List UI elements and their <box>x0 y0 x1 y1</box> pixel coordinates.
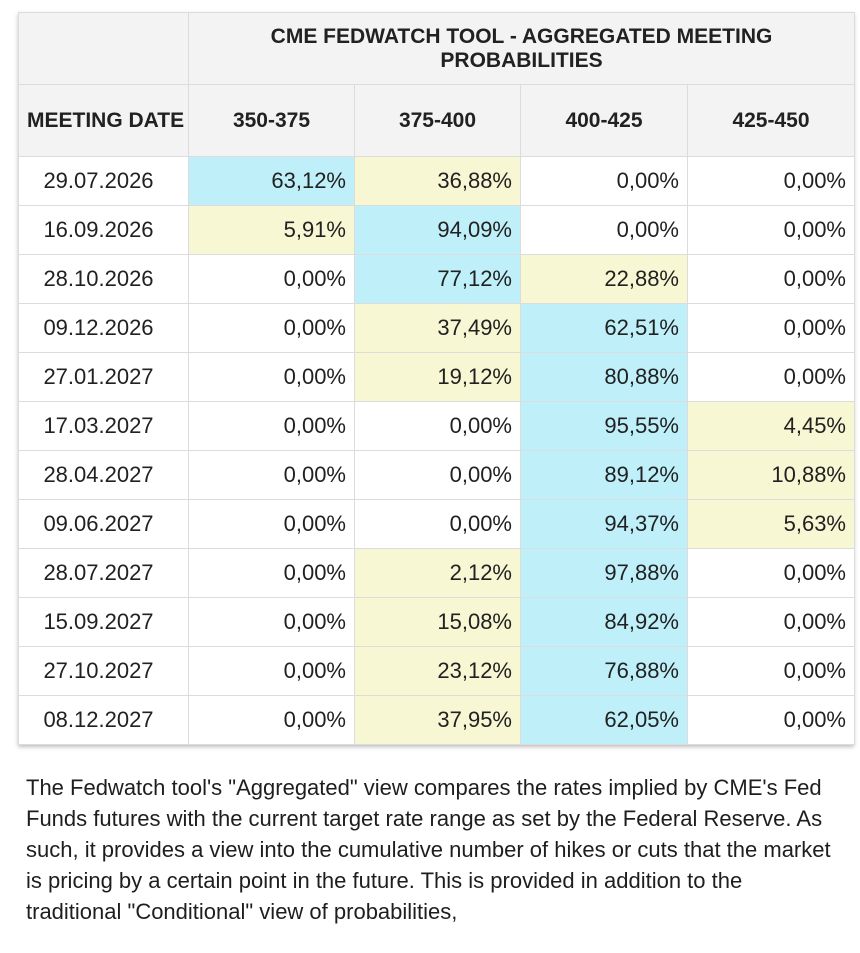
probability-cell: 0,00% <box>188 352 355 402</box>
probability-cell: 0,00% <box>687 548 855 598</box>
probability-cell: 0,00% <box>188 401 355 451</box>
probability-cell: 0,00% <box>354 499 521 549</box>
probability-cell: 0,00% <box>687 695 855 745</box>
probability-cell: 62,05% <box>520 695 688 745</box>
probability-cell: 84,92% <box>520 597 688 647</box>
probability-cell: 0,00% <box>520 205 688 255</box>
probability-cell: 0,00% <box>687 303 855 353</box>
probability-cell: 10,88% <box>687 450 855 500</box>
probability-cell: 0,00% <box>520 156 688 206</box>
meeting-date-cell: 27.10.2027 <box>18 646 189 696</box>
probability-cell: 5,91% <box>188 205 355 255</box>
meeting-date-cell: 28.07.2027 <box>18 548 189 598</box>
probability-cell: 0,00% <box>188 254 355 304</box>
probability-cell: 0,00% <box>687 205 855 255</box>
table-row: 28.07.2027 0,00% 2,12% 97,88% 0,00% <box>18 548 855 598</box>
probability-cell: 97,88% <box>520 548 688 598</box>
table-row: 09.12.2026 0,00% 37,49% 62,51% 0,00% <box>18 303 855 353</box>
table-title: CME FEDWATCH TOOL - AGGREGATED MEETING P… <box>188 12 855 85</box>
table-row: 27.10.2027 0,00% 23,12% 76,88% 0,00% <box>18 646 855 696</box>
probability-cell: 0,00% <box>188 303 355 353</box>
probability-cell: 23,12% <box>354 646 521 696</box>
probability-cell: 5,63% <box>687 499 855 549</box>
probability-cell: 0,00% <box>188 695 355 745</box>
probability-cell: 22,88% <box>520 254 688 304</box>
probability-cell: 94,37% <box>520 499 688 549</box>
meeting-date-cell: 09.12.2026 <box>18 303 189 353</box>
table-row: 29.07.2026 63,12% 36,88% 0,00% 0,00% <box>18 156 855 206</box>
probability-cell: 89,12% <box>520 450 688 500</box>
probability-cell: 0,00% <box>188 499 355 549</box>
probability-cell: 0,00% <box>354 450 521 500</box>
table-row: 27.01.2027 0,00% 19,12% 80,88% 0,00% <box>18 352 855 402</box>
probability-cell: 19,12% <box>354 352 521 402</box>
meeting-date-cell: 28.10.2026 <box>18 254 189 304</box>
table-row: 28.10.2026 0,00% 77,12% 22,88% 0,00% <box>18 254 855 304</box>
probability-cell: 0,00% <box>188 450 355 500</box>
column-header: 375-400 <box>354 84 521 157</box>
probability-cell: 77,12% <box>354 254 521 304</box>
description-text: The Fedwatch tool's "Aggregated" view co… <box>26 775 831 924</box>
meeting-date-cell: 17.03.2027 <box>18 401 189 451</box>
probability-cell: 4,45% <box>687 401 855 451</box>
table-row: 28.04.2027 0,00% 0,00% 89,12% 10,88% <box>18 450 855 500</box>
table-title-row: CME FEDWATCH TOOL - AGGREGATED MEETING P… <box>18 12 855 85</box>
probabilities-table-container: CME FEDWATCH TOOL - AGGREGATED MEETING P… <box>18 12 855 745</box>
corner-cell <box>18 12 189 85</box>
probability-cell: 0,00% <box>687 254 855 304</box>
probability-cell: 62,51% <box>520 303 688 353</box>
probability-cell: 0,00% <box>687 352 855 402</box>
probability-cell: 0,00% <box>188 597 355 647</box>
table-row: 09.06.2027 0,00% 0,00% 94,37% 5,63% <box>18 499 855 549</box>
table-row: 15.09.2027 0,00% 15,08% 84,92% 0,00% <box>18 597 855 647</box>
probability-cell: 0,00% <box>354 401 521 451</box>
table-header-row: MEETING DATE 350-375 375-400 400-425 425… <box>18 84 855 157</box>
probability-cell: 0,00% <box>188 646 355 696</box>
probability-cell: 76,88% <box>520 646 688 696</box>
meeting-date-cell: 27.01.2027 <box>18 352 189 402</box>
probability-cell: 95,55% <box>520 401 688 451</box>
table-body: 29.07.2026 63,12% 36,88% 0,00% 0,00% 16.09.20… <box>18 156 855 745</box>
probability-cell: 0,00% <box>188 548 355 598</box>
probability-cell: 0,00% <box>687 646 855 696</box>
probability-cell: 37,49% <box>354 303 521 353</box>
probability-cell: 15,08% <box>354 597 521 647</box>
meeting-date-cell: 15.09.2027 <box>18 597 189 647</box>
probability-cell: 2,12% <box>354 548 521 598</box>
meeting-date-cell: 16.09.2026 <box>18 205 189 255</box>
probability-cell: 94,09% <box>354 205 521 255</box>
column-header: 425-450 <box>687 84 855 157</box>
table-row: 16.09.2026 5,91% 94,09% 0,00% 0,00% <box>18 205 855 255</box>
meeting-date-cell: 29.07.2026 <box>18 156 189 206</box>
probability-cell: 0,00% <box>687 156 855 206</box>
column-header: 350-375 <box>188 84 355 157</box>
meeting-date-cell: 09.06.2027 <box>18 499 189 549</box>
probability-cell: 0,00% <box>687 597 855 647</box>
column-header: 400-425 <box>520 84 688 157</box>
probability-cell: 63,12% <box>188 156 355 206</box>
probability-cell: 37,95% <box>354 695 521 745</box>
probability-cell: 36,88% <box>354 156 521 206</box>
meeting-date-cell: 28.04.2027 <box>18 450 189 500</box>
table-row: 17.03.2027 0,00% 0,00% 95,55% 4,45% <box>18 401 855 451</box>
meeting-date-cell: 08.12.2027 <box>18 695 189 745</box>
meeting-date-header: MEETING DATE <box>18 84 189 157</box>
probabilities-table: CME FEDWATCH TOOL - AGGREGATED MEETING P… <box>18 12 855 745</box>
table-row: 08.12.2027 0,00% 37,95% 62,05% 0,00% <box>18 695 855 745</box>
probability-cell: 80,88% <box>520 352 688 402</box>
